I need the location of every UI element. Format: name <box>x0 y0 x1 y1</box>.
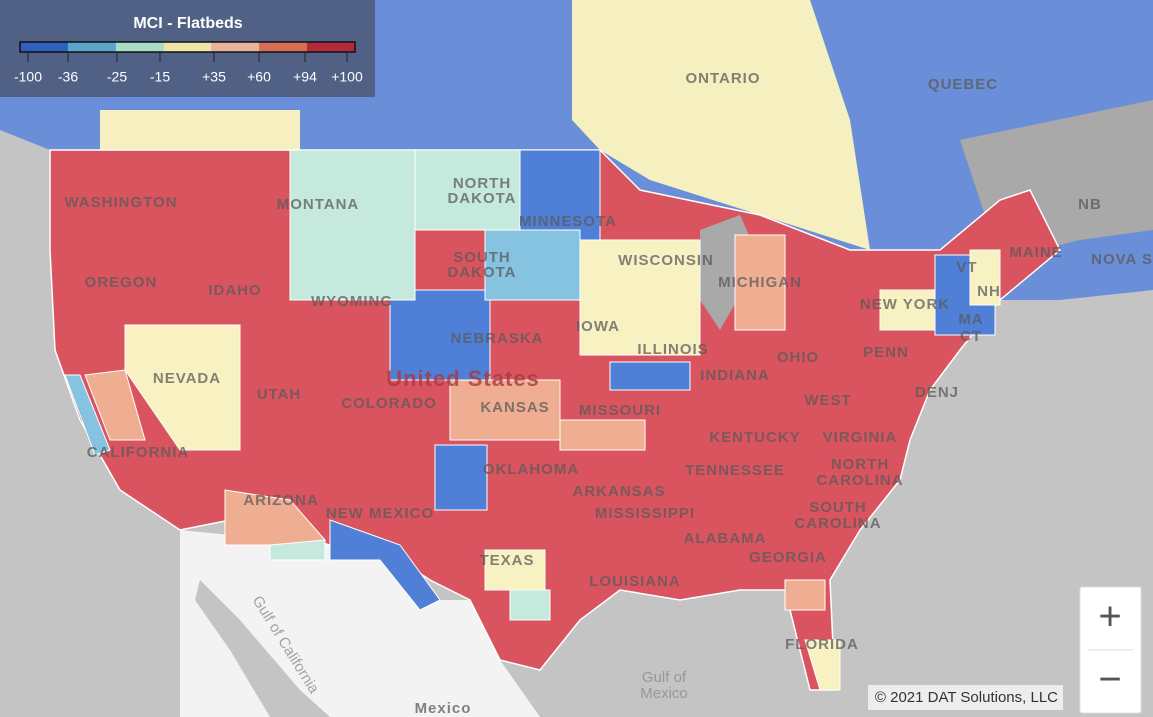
legend-swatch <box>20 42 68 52</box>
attribution: © 2021 DAT Solutions, LLC <box>875 689 1058 706</box>
region-label: MISSOURI <box>579 402 661 419</box>
region-label: ONTARIO <box>685 70 760 87</box>
region-label: CT <box>960 328 982 345</box>
region-label: WISCONSIN <box>618 252 714 269</box>
legend-swatch <box>115 42 164 52</box>
region-label: CAROLINA <box>816 472 903 489</box>
zoom-control: + − <box>1079 586 1142 714</box>
region-label: Mexico <box>415 700 472 717</box>
region-label: NEBRASKA <box>450 330 543 347</box>
water-label: Gulf of <box>642 669 687 686</box>
region-label: DAKOTA <box>447 190 516 207</box>
region-label: MICHIGAN <box>718 274 802 291</box>
region-label: SOUTH <box>809 499 867 516</box>
mci-patches <box>64 149 1001 691</box>
region-label: OHIO <box>777 349 819 366</box>
region-label: NORTH <box>453 175 511 192</box>
legend: -100 -36 -25 -15 +35 +60 +94 +100 <box>14 41 363 85</box>
region-label: ILLINOIS <box>637 341 708 358</box>
region-label: NB <box>1078 196 1102 213</box>
legend-label: -15 <box>150 69 170 85</box>
region-label: DAKOTA <box>447 264 516 281</box>
region-label: NORTH <box>831 456 889 473</box>
region-label: OKLAHOMA <box>483 461 579 478</box>
region-label: VIRGINIA <box>823 429 898 446</box>
region-label: ALABAMA <box>684 530 767 547</box>
region-label: MA <box>958 311 983 328</box>
region-label: LOUISIANA <box>589 573 681 590</box>
region-label: VT <box>956 259 977 276</box>
region-label: NEVADA <box>153 370 221 387</box>
legend-bar-border <box>19 41 356 53</box>
legend-swatch <box>163 42 212 52</box>
legend-swatch <box>259 42 308 52</box>
region-label: NEW MEXICO <box>326 505 434 522</box>
legend-label: -100 <box>14 69 42 85</box>
region-label: MAINE <box>1009 244 1062 261</box>
region-label: CAROLINA <box>794 515 881 532</box>
region-label: COLORADO <box>341 395 437 412</box>
region-label: KANSAS <box>480 399 549 416</box>
region-label: GEORGIA <box>749 549 827 566</box>
region-label: MISSISSIPPI <box>595 505 695 522</box>
attribution-bg <box>868 685 1063 710</box>
water-label: Mexico <box>640 685 688 702</box>
ontario-region <box>572 0 870 250</box>
region-label: NEW YORK <box>860 296 950 313</box>
region-label: TEXAS <box>479 552 534 569</box>
region-label: ARKANSAS <box>572 483 665 500</box>
legend-label: +94 <box>293 69 317 85</box>
region-label: KENTUCKY <box>709 429 800 446</box>
region-label: WASHINGTON <box>64 194 177 211</box>
region-label: WEST <box>804 392 851 409</box>
region-label: UTAH <box>257 386 302 403</box>
region-label: IDAHO <box>208 282 261 299</box>
legend-label: -36 <box>58 69 78 85</box>
region-label: NOVA SC <box>1091 251 1153 268</box>
legend-swatch <box>211 42 260 52</box>
region-label: IOWA <box>576 318 620 335</box>
region-label: NH <box>977 283 1001 300</box>
region-label: OREGON <box>85 274 158 291</box>
region-label: INDIANA <box>700 367 770 384</box>
region-label: TENNESSEE <box>685 462 785 479</box>
legend-label: -25 <box>107 69 127 85</box>
zoom-in[interactable]: + <box>1098 595 1121 639</box>
region-label: SOUTH <box>453 249 511 266</box>
region-label: WYOMING <box>311 293 393 310</box>
region-label: FLORIDA <box>785 636 859 653</box>
legend-label: +100 <box>331 69 363 85</box>
legend-label: +60 <box>247 69 271 85</box>
region-label: MONTANA <box>277 196 360 213</box>
legend-label: +35 <box>202 69 226 85</box>
legend-swatch <box>307 42 355 52</box>
region-label: CALIFORNIA <box>87 444 190 461</box>
legend-swatch <box>67 42 116 52</box>
zoom-out[interactable]: − <box>1098 658 1121 702</box>
region-label: QUEBEC <box>928 76 998 93</box>
region-label: DENJ <box>915 384 959 401</box>
region-label: MINNESOTA <box>519 213 617 230</box>
country-label: United States <box>386 366 540 391</box>
gulf-of-california <box>195 580 330 717</box>
region-label: PENN <box>863 344 909 361</box>
bc-region <box>100 110 300 150</box>
region-label: ARIZONA <box>243 492 318 509</box>
legend-title: MCI - Flatbeds <box>133 15 242 32</box>
